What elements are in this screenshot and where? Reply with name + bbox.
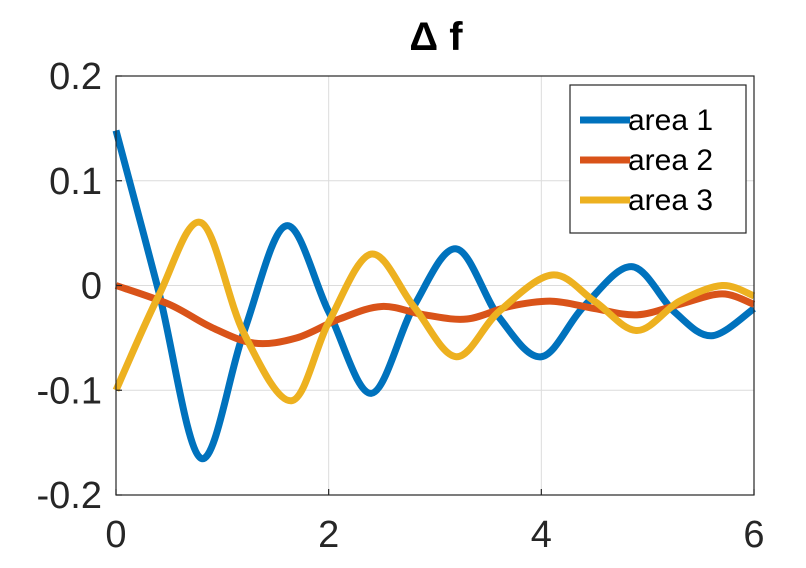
series-line-2 [114,282,756,348]
legend-label-1: area 1 [628,104,713,137]
chart-title: Δ f [409,15,463,59]
legend: area 1 area 2 area 3 [569,84,747,234]
y-tick-label: -0.2 [37,475,102,517]
axis-ticks: 0 2 4 6 0.2 0.1 0 -0.1 -0.2 [37,56,765,556]
series-line-1 [112,129,757,462]
x-tick-label: 2 [318,514,339,556]
y-tick-label: 0 [81,266,102,308]
y-tick-label: -0.1 [37,370,102,412]
series-line-3 [112,218,756,405]
x-tick-label: 0 [105,514,126,556]
x-tick-label: 4 [531,514,552,556]
y-tick-label: 0.1 [49,161,102,203]
series-lines [112,129,757,462]
legend-label-3: area 3 [628,184,713,217]
legend-label-2: area 2 [628,144,713,177]
x-tick-label: 6 [743,514,764,556]
y-tick-label: 0.2 [49,56,102,98]
